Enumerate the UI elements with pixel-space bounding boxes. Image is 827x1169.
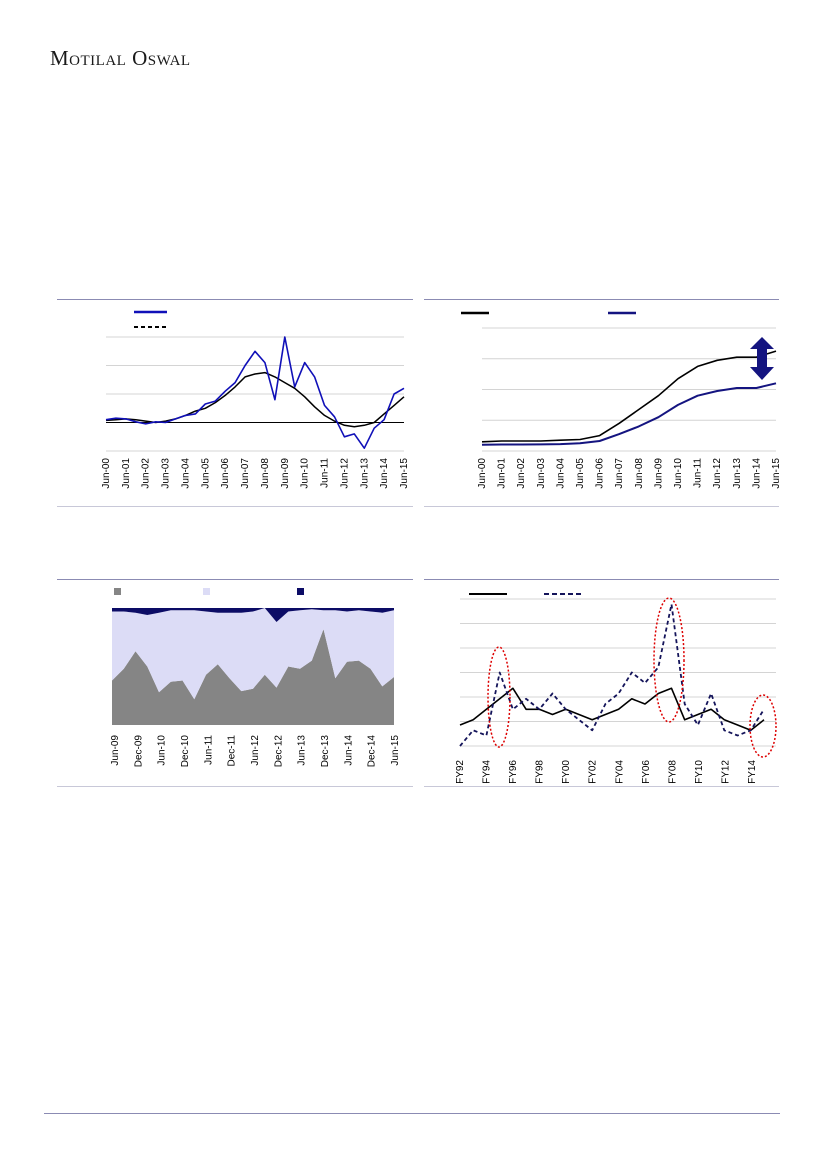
chart-1-x-tick-label: Jun-00 — [101, 458, 112, 489]
chart-2-x-tick-label: Jun-04 — [555, 458, 566, 489]
chart-1-x-tick-label: Jun-01 — [121, 458, 132, 489]
chart-4-highlight-ellipse-1 — [487, 646, 511, 748]
chart-2-x-tick-label: Jun-02 — [516, 458, 527, 489]
chart-1-x-tick-label: Jun-04 — [180, 458, 191, 489]
chart-2-x-tick-label: Jun-11 — [693, 458, 704, 488]
chart-1-x-tick-label: Jun-03 — [161, 458, 172, 489]
chart-1-x-tick-label: Jun-12 — [339, 458, 350, 489]
chart-3-x-tick-label: Dec-11 — [227, 735, 238, 767]
chart-3-legend-swatch-1 — [114, 588, 121, 595]
chart-1-x-tick-label: Jun-05 — [200, 458, 211, 489]
chart-4: FY92 FY94 FY96 FY98 FY00 FY02 FY04 FY06 FY08 FY10… — [455, 593, 777, 784]
footer-rule — [44, 1113, 780, 1114]
chart-4-x-tick-label: FY92 — [455, 760, 466, 784]
chart-3-x-tick-label: Jun-13 — [297, 735, 308, 766]
chart-4-x-tick-label: FY06 — [641, 760, 652, 784]
chart-3-x-tick-label: Jun-11 — [203, 735, 214, 765]
brand-logo: Motilal Oswal — [50, 46, 191, 70]
chart-4-x-tick-label: FY98 — [535, 760, 546, 784]
chart-3-x-tick-label: Dec-10 — [180, 735, 191, 768]
chart-2-top-rule — [424, 299, 779, 300]
chart-1-x-tick-label: Jun-10 — [300, 458, 311, 489]
chart-2-x-tick-label: Jun-10 — [673, 458, 684, 489]
chart-1-x-tick-label: Jun-14 — [379, 458, 390, 489]
chart-2-x-tick-label: Jun-09 — [653, 458, 664, 489]
chart-2-panel: Jun-00 Jun-01 Jun-02 Jun-03 Jun-04 Jun-05 Jun-… — [424, 300, 782, 506]
chart-3-legend-swatch-3 — [297, 588, 304, 595]
chart-1-x-tick-label: Jun-02 — [141, 458, 152, 489]
chart-3-series-3-area — [112, 608, 394, 622]
chart-1-panel: Jun-00 Jun-01 Jun-02 Jun-03 Jun-04 Jun-05 Jun-… — [57, 300, 413, 506]
chart-3: Jun-09 Dec-09 Jun-10 Dec-10 Jun-11 Dec-11 Jun-… — [110, 588, 401, 768]
chart-4-highlight-ellipse-3 — [749, 694, 777, 758]
chart-2-x-tick-label: Jun-08 — [634, 458, 645, 489]
chart-3-x-tick-label: Dec-09 — [133, 735, 144, 768]
chart-4-x-tick-label: FY12 — [720, 760, 731, 784]
chart-2-x-tick-label: Jun-14 — [751, 458, 762, 489]
chart-3-x-tick-label: Jun-12 — [250, 735, 261, 766]
chart-1-x-tick-label: Jun-09 — [280, 458, 291, 489]
chart-2-x-tick-label: Jun-05 — [575, 458, 586, 489]
chart-4-x-tick-label: FY04 — [614, 760, 625, 784]
chart-2-x-tick-label: Jun-06 — [595, 458, 606, 489]
chart-2-x-tick-label: Jun-03 — [536, 458, 547, 489]
chart-2-x-tick-label: Jun-12 — [712, 458, 723, 489]
chart-3-x-tick-label: Dec-12 — [273, 735, 284, 768]
chart-1-series-1-line — [105, 336, 405, 449]
chart-4-series-1-line — [459, 687, 765, 732]
chart-1-series-2-line — [105, 371, 405, 428]
chart-2-x-tick-label: Jun-00 — [477, 458, 488, 489]
chart-3-x-tick-label: Jun-10 — [157, 735, 168, 766]
chart-2-series-2-line — [481, 382, 777, 446]
chart-3-panel: Jun-09 Dec-09 Jun-10 Dec-10 Jun-11 Dec-11 Jun-… — [57, 580, 413, 786]
chart-2-x-tick-label: Jun-13 — [732, 458, 743, 489]
chart-4-series-2-line — [459, 603, 765, 747]
chart-1-x-tick-label: Jun-06 — [220, 458, 231, 489]
chart-4-x-tick-label: FY94 — [482, 760, 493, 784]
chart-2-series-1-line — [481, 350, 777, 443]
chart-3-top-rule — [57, 579, 413, 580]
chart-3-x-tick-label: Jun-09 — [110, 735, 121, 766]
chart-2-x-tick-label: Jun-07 — [614, 458, 625, 489]
chart-4-highlight-ellipse-2 — [653, 597, 685, 723]
chart-3-x-tick-label: Dec-14 — [367, 735, 378, 768]
chart-4-bottom-rule — [424, 786, 779, 787]
chart-1-top-rule — [57, 299, 413, 300]
chart-4-x-tick-label: FY00 — [561, 760, 572, 784]
chart-1-x-tick-label: Jun-13 — [359, 458, 370, 489]
chart-1-x-tick-label: Jun-15 — [399, 458, 410, 489]
chart-2-double-arrow-icon — [750, 337, 774, 380]
chart-2-bottom-rule — [424, 506, 779, 507]
chart-4-x-tick-label: FY10 — [694, 760, 705, 784]
chart-1-bottom-rule — [57, 506, 413, 507]
chart-1-x-tick-label: Jun-07 — [240, 458, 251, 489]
chart-4-x-tick-label: FY08 — [667, 760, 678, 784]
chart-2: Jun-00 Jun-01 Jun-02 Jun-03 Jun-04 Jun-05 Jun-… — [461, 311, 782, 489]
chart-4-panel: FY92 FY94 FY96 FY98 FY00 FY02 FY04 FY06 FY08 FY10… — [424, 580, 779, 786]
chart-3-legend-swatch-2 — [203, 588, 210, 595]
chart-1-x-tick-label: Jun-11 — [320, 458, 331, 488]
chart-4-top-rule — [424, 579, 779, 580]
chart-2-x-tick-label: Jun-15 — [771, 458, 782, 489]
chart-3-x-tick-label: Jun-15 — [390, 735, 401, 766]
chart-4-x-tick-label: FY96 — [508, 760, 519, 784]
chart-3-bottom-rule — [57, 786, 413, 787]
chart-3-x-tick-label: Dec-13 — [320, 735, 331, 768]
chart-3-series-1-area — [112, 629, 394, 725]
chart-4-x-tick-label: FY02 — [588, 760, 599, 784]
chart-4-x-tick-label: FY14 — [747, 760, 758, 784]
chart-3-x-tick-label: Jun-14 — [343, 735, 354, 766]
chart-2-x-tick-label: Jun-01 — [497, 458, 508, 489]
chart-1: Jun-00 Jun-01 Jun-02 Jun-03 Jun-04 Jun-05 Jun-… — [101, 310, 410, 489]
chart-1-x-tick-label: Jun-08 — [260, 458, 271, 489]
chart-3-series-2-area — [112, 608, 394, 700]
